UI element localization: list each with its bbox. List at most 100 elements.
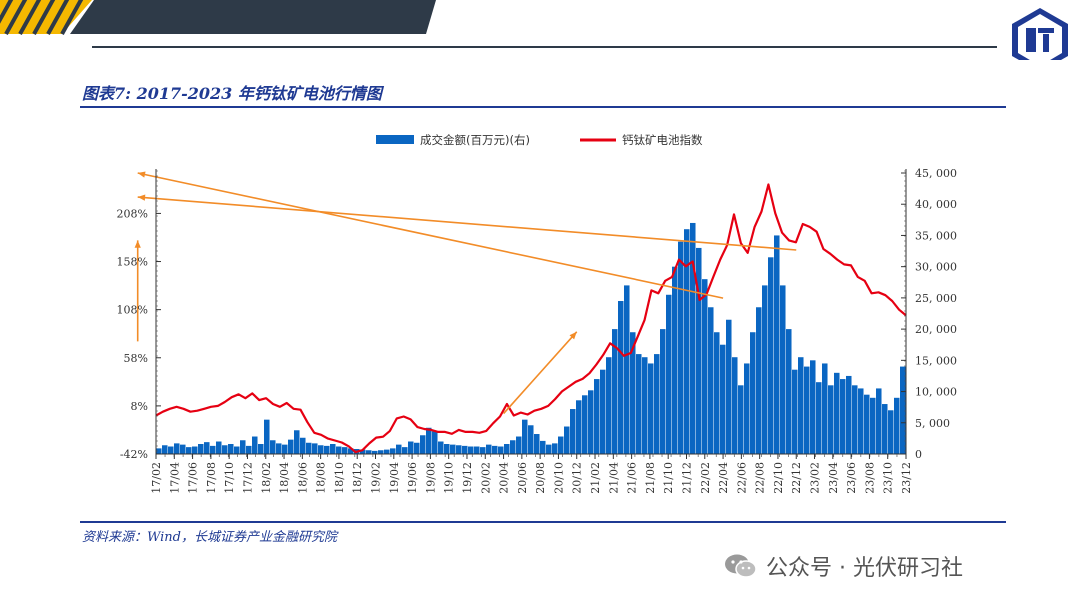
volume-bar — [702, 279, 708, 454]
volume-bar — [366, 450, 372, 454]
volume-bar — [726, 319, 732, 454]
volume-bar — [240, 440, 246, 454]
volume-bar — [636, 354, 642, 454]
trend-arrow — [134, 240, 141, 342]
legend-label-volume: 成交金额(百万元)(右) — [420, 133, 530, 147]
volume-bar — [450, 444, 456, 454]
volume-bar — [180, 444, 186, 454]
volume-bar — [402, 447, 408, 454]
trend-arrow — [137, 194, 797, 251]
volume-bar — [318, 445, 324, 454]
volume-bar — [804, 366, 810, 454]
volume-bar — [396, 444, 402, 454]
market-chart: 成交金额(百万元)(右) 钙钛矿电池指数 -42% 8% 58% 108% 158% 20… — [117, 133, 957, 494]
volume-bar — [252, 436, 258, 454]
brand-logo-icon — [1012, 8, 1068, 60]
volume-bar — [276, 443, 282, 454]
volume-bar — [306, 442, 312, 454]
volume-bar — [888, 410, 894, 454]
volume-bar — [720, 344, 726, 454]
volume-bar — [762, 285, 768, 454]
left-tick-label: 158% — [117, 256, 148, 269]
volume-bar — [756, 307, 762, 454]
volume-bar — [378, 450, 384, 454]
volume-bar — [876, 388, 882, 454]
volume-bar — [816, 382, 822, 454]
volume-bar — [258, 444, 264, 454]
volume-bar — [456, 445, 462, 454]
volume-bar — [264, 419, 270, 454]
volume-bar — [852, 385, 858, 454]
x-tick-label: 18/10 — [333, 462, 346, 494]
volume-bar — [714, 332, 720, 454]
volume-bar — [222, 445, 228, 454]
volume-bar — [504, 444, 510, 454]
volume-bar — [342, 447, 348, 454]
x-tick-label: 23/04 — [827, 462, 840, 494]
x-tick-label: 22/04 — [717, 462, 730, 494]
x-tick-label: 22/12 — [790, 462, 803, 494]
banner-dark-bar — [70, 0, 436, 34]
source-rule — [80, 521, 1006, 523]
trend-arrow-shaft — [137, 172, 724, 299]
volume-bar — [468, 446, 474, 454]
volume-bar — [324, 445, 330, 454]
x-tick-label: 23/02 — [809, 462, 822, 494]
volume-bar — [708, 307, 714, 454]
x-tick-label: 23/08 — [863, 462, 876, 494]
trend-arrow-head — [569, 331, 577, 340]
index-series-line — [155, 183, 907, 454]
volume-bar — [660, 329, 666, 454]
x-tick-label: 22/02 — [699, 462, 712, 494]
x-tick-label: 21/04 — [607, 462, 620, 494]
right-tick-label: 10, 000 — [915, 386, 957, 399]
volume-bar — [672, 266, 678, 454]
watermark: 公众号 · 光伏研习社 — [724, 550, 963, 582]
volume-bar — [792, 369, 798, 454]
volume-bar — [204, 442, 210, 454]
volume-bar — [414, 442, 420, 454]
volume-bar — [786, 329, 792, 454]
volume-bar — [858, 388, 864, 454]
volume-bar — [624, 285, 630, 454]
trend-arrow-head — [137, 171, 146, 178]
right-tick-label: 25, 000 — [915, 292, 957, 305]
x-tick-label: 17/08 — [205, 462, 218, 494]
volume-bar — [570, 409, 576, 454]
x-tick-label: 17/06 — [187, 462, 200, 494]
legend-label-index: 钙钛矿电池指数 — [622, 133, 703, 147]
left-tick-label: 108% — [117, 304, 148, 317]
x-tick-label: 18/04 — [278, 462, 291, 494]
volume-bar — [444, 444, 450, 454]
volume-bar — [618, 301, 624, 454]
right-tick-label: 40, 000 — [915, 198, 957, 211]
volume-bar — [408, 441, 414, 454]
volume-bar — [348, 448, 354, 454]
volume-bar — [690, 222, 696, 454]
right-tick-label: 45, 000 — [915, 167, 957, 180]
volume-bar — [678, 241, 684, 454]
volume-bar — [864, 394, 870, 454]
volume-bar — [540, 440, 546, 454]
volume-bar — [534, 434, 540, 454]
right-tick-label: 5, 000 — [915, 417, 950, 430]
x-tick-label: 23/12 — [900, 462, 913, 494]
volume-bar — [228, 444, 234, 454]
volume-bar — [834, 372, 840, 454]
volume-bar — [216, 441, 222, 454]
x-tick-label: 20/08 — [534, 462, 547, 494]
volume-bar — [810, 360, 816, 454]
volume-bar — [648, 363, 654, 454]
left-tick-label: 208% — [117, 207, 148, 220]
volume-bar — [696, 247, 702, 454]
trend-arrow-shaft — [502, 331, 578, 415]
left-tick-label: -42% — [120, 448, 148, 461]
source-note: 资料来源：Wind，长城证券产业金融研究院 — [82, 530, 337, 545]
volume-bar — [828, 385, 834, 454]
volume-bar — [162, 445, 168, 454]
volume-bar — [900, 366, 906, 454]
volume-bar — [492, 445, 498, 454]
x-tick-label: 17/10 — [223, 462, 236, 494]
volume-bar — [552, 443, 558, 454]
x-tick-label: 21/08 — [644, 462, 657, 494]
